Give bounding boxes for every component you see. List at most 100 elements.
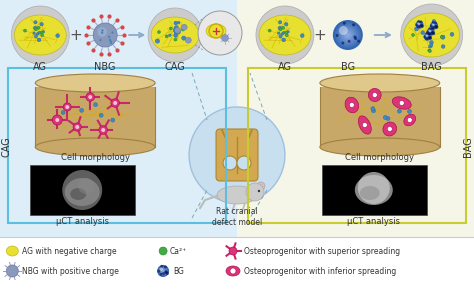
Ellipse shape xyxy=(404,13,460,57)
Ellipse shape xyxy=(40,85,150,145)
Circle shape xyxy=(257,182,265,190)
Circle shape xyxy=(419,24,420,25)
Circle shape xyxy=(75,125,79,129)
Circle shape xyxy=(287,31,289,33)
Circle shape xyxy=(164,266,167,268)
Circle shape xyxy=(372,109,375,113)
Circle shape xyxy=(165,271,168,274)
Circle shape xyxy=(408,109,411,113)
Text: +: + xyxy=(70,27,82,42)
Circle shape xyxy=(386,117,390,121)
Circle shape xyxy=(155,39,160,43)
Circle shape xyxy=(417,22,422,27)
Circle shape xyxy=(428,30,431,32)
Circle shape xyxy=(174,34,178,37)
Circle shape xyxy=(432,19,436,23)
Circle shape xyxy=(229,247,237,255)
Ellipse shape xyxy=(14,15,66,55)
Ellipse shape xyxy=(70,188,86,200)
Circle shape xyxy=(101,29,104,32)
Text: CAG: CAG xyxy=(165,62,185,72)
Circle shape xyxy=(165,35,168,38)
Circle shape xyxy=(169,27,173,30)
Circle shape xyxy=(110,42,112,44)
FancyBboxPatch shape xyxy=(216,129,258,181)
Circle shape xyxy=(174,21,178,25)
Circle shape xyxy=(430,31,431,32)
Text: BG: BG xyxy=(173,266,184,276)
Circle shape xyxy=(279,28,282,31)
Circle shape xyxy=(181,24,187,30)
Bar xyxy=(322,165,427,215)
Circle shape xyxy=(279,35,282,38)
Ellipse shape xyxy=(355,175,393,205)
Circle shape xyxy=(415,23,418,26)
Text: NBG with positive charge: NBG with positive charge xyxy=(22,266,119,276)
Circle shape xyxy=(65,105,69,109)
Circle shape xyxy=(99,39,101,41)
Circle shape xyxy=(109,39,111,41)
Circle shape xyxy=(421,25,424,28)
Circle shape xyxy=(339,26,348,35)
Bar xyxy=(35,87,155,148)
Circle shape xyxy=(6,265,18,277)
Circle shape xyxy=(34,26,37,30)
Circle shape xyxy=(182,36,186,40)
Circle shape xyxy=(337,24,358,46)
Circle shape xyxy=(430,22,438,30)
Circle shape xyxy=(425,32,428,35)
Circle shape xyxy=(440,35,443,39)
Circle shape xyxy=(450,32,454,36)
Circle shape xyxy=(428,49,431,52)
Circle shape xyxy=(441,45,445,48)
Circle shape xyxy=(428,36,431,39)
Circle shape xyxy=(111,31,114,34)
Circle shape xyxy=(182,28,184,31)
Circle shape xyxy=(425,37,428,40)
Text: AG: AG xyxy=(278,62,292,72)
Text: μCT analysis: μCT analysis xyxy=(56,217,109,226)
Circle shape xyxy=(301,34,304,37)
Circle shape xyxy=(111,118,115,122)
Ellipse shape xyxy=(368,88,381,101)
Circle shape xyxy=(371,107,375,111)
Bar xyxy=(320,87,440,148)
Circle shape xyxy=(429,44,433,47)
Text: μCT analysis: μCT analysis xyxy=(347,217,401,226)
Circle shape xyxy=(93,103,98,107)
Circle shape xyxy=(423,35,426,38)
Circle shape xyxy=(419,24,420,26)
Circle shape xyxy=(162,270,164,272)
Circle shape xyxy=(164,270,167,273)
Circle shape xyxy=(417,25,419,28)
Circle shape xyxy=(100,127,104,132)
Circle shape xyxy=(430,24,433,27)
Circle shape xyxy=(285,34,288,37)
Circle shape xyxy=(86,93,94,101)
Circle shape xyxy=(339,27,356,44)
Circle shape xyxy=(159,247,167,255)
Circle shape xyxy=(397,109,401,113)
Bar xyxy=(0,237,474,295)
Circle shape xyxy=(109,40,112,43)
Circle shape xyxy=(160,265,163,268)
Circle shape xyxy=(258,190,260,192)
Circle shape xyxy=(73,123,82,131)
Circle shape xyxy=(157,270,160,273)
Circle shape xyxy=(341,29,354,41)
Bar xyxy=(0,0,237,237)
Circle shape xyxy=(282,38,285,42)
Circle shape xyxy=(416,21,423,28)
Circle shape xyxy=(343,22,346,25)
Circle shape xyxy=(424,33,431,40)
Circle shape xyxy=(336,34,338,37)
Circle shape xyxy=(407,117,412,122)
Circle shape xyxy=(160,273,163,276)
Ellipse shape xyxy=(345,97,359,113)
Circle shape xyxy=(99,113,103,117)
Text: Osteoprogenitor with inferior spreading: Osteoprogenitor with inferior spreading xyxy=(244,266,396,276)
Circle shape xyxy=(40,22,43,26)
Circle shape xyxy=(185,37,191,43)
Circle shape xyxy=(358,172,390,204)
Circle shape xyxy=(428,29,434,35)
